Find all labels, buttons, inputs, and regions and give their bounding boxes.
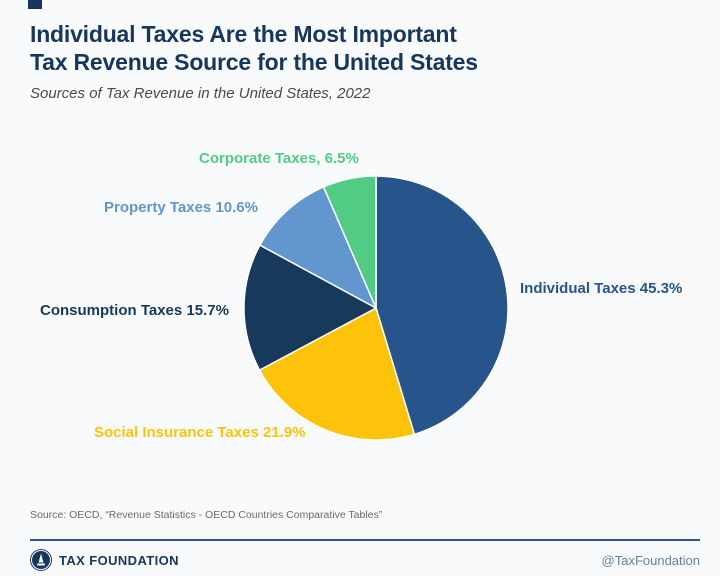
pie-slice-property-taxes	[259, 186, 377, 309]
brand: TAX FOUNDATION	[30, 549, 179, 571]
pie-label-individual-taxes: Individual Taxes 45.3%	[520, 280, 683, 297]
pie-slice-individual-taxes	[375, 175, 509, 436]
page-title-line2: Tax Revenue Source for the United States	[30, 49, 478, 75]
pie-label-corporate-taxes: Corporate Taxes, 6.5%	[199, 150, 359, 167]
pie-label-property-taxes: Property Taxes 10.6%	[104, 199, 258, 216]
pie-label-social-insurance-taxes: Social Insurance Taxes 21.9%	[94, 424, 306, 441]
page-title: Individual Taxes Are the Most Important …	[30, 20, 630, 76]
chart-subtitle: Sources of Tax Revenue in the United Sta…	[30, 85, 371, 102]
page-title-line1: Individual Taxes Are the Most Important	[30, 21, 457, 47]
source-citation: Source: OECD, “Revenue Statistics - OECD…	[30, 509, 383, 521]
chart-header: Individual Taxes Are the Most Important …	[30, 20, 630, 102]
tax-foundation-logo-icon	[30, 549, 52, 571]
brand-name: TAX FOUNDATION	[59, 552, 179, 568]
pie-slice-corporate-taxes	[322, 175, 377, 309]
footer-divider	[30, 539, 700, 541]
twitter-handle: @TaxFoundation	[601, 552, 700, 568]
pie-slice-consumption-taxes	[243, 244, 377, 371]
pie-label-consumption-taxes: Consumption Taxes 15.7%	[40, 302, 229, 319]
pie-slice-social-insurance-taxes	[258, 307, 416, 441]
footer-bar: TAX FOUNDATION @TaxFoundation	[30, 548, 700, 572]
corner-mark	[28, 0, 42, 9]
